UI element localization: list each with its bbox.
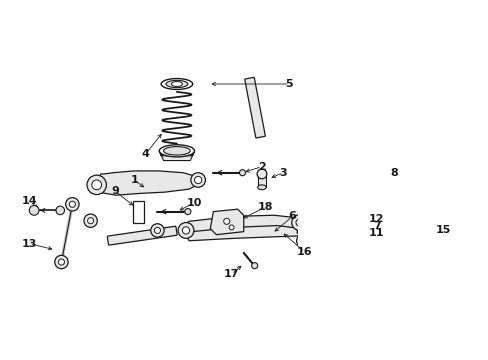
Text: 2: 2 (258, 162, 265, 172)
Circle shape (386, 235, 392, 241)
Circle shape (92, 180, 102, 190)
Circle shape (385, 209, 390, 214)
Circle shape (84, 214, 97, 228)
Ellipse shape (257, 185, 265, 190)
Text: 6: 6 (288, 211, 296, 221)
Circle shape (406, 194, 414, 202)
Ellipse shape (163, 147, 190, 155)
Text: 18: 18 (257, 202, 272, 212)
Circle shape (182, 227, 189, 234)
Circle shape (178, 222, 194, 238)
Circle shape (382, 231, 395, 244)
Text: 14: 14 (22, 196, 38, 206)
Circle shape (29, 206, 39, 215)
Circle shape (87, 175, 106, 195)
Text: 4: 4 (141, 149, 149, 159)
Circle shape (380, 175, 387, 183)
Circle shape (382, 206, 393, 217)
Text: 15: 15 (434, 225, 450, 235)
Circle shape (295, 219, 303, 226)
Circle shape (257, 169, 266, 179)
Circle shape (229, 225, 234, 230)
FancyBboxPatch shape (107, 226, 177, 245)
Circle shape (291, 215, 307, 230)
Text: 8: 8 (390, 168, 398, 178)
Circle shape (239, 170, 245, 176)
Text: 7: 7 (373, 221, 381, 230)
Text: 3: 3 (279, 168, 286, 178)
Circle shape (184, 208, 190, 215)
Polygon shape (390, 207, 401, 220)
FancyBboxPatch shape (297, 226, 384, 237)
Text: 13: 13 (22, 239, 38, 249)
Ellipse shape (161, 78, 192, 90)
FancyBboxPatch shape (244, 77, 265, 138)
Text: 16: 16 (296, 247, 312, 257)
Circle shape (402, 190, 419, 207)
Polygon shape (390, 181, 400, 192)
Bar (133, 201, 144, 222)
Circle shape (296, 234, 309, 247)
Text: 17: 17 (224, 269, 239, 279)
Circle shape (56, 206, 64, 215)
Text: 9: 9 (111, 186, 119, 196)
Circle shape (55, 255, 68, 269)
Circle shape (150, 224, 164, 237)
Circle shape (190, 173, 205, 187)
Polygon shape (183, 215, 301, 234)
Ellipse shape (165, 80, 187, 87)
Text: 10: 10 (186, 198, 201, 208)
Circle shape (426, 210, 433, 217)
Bar (257, 174, 265, 187)
Ellipse shape (159, 145, 194, 157)
Circle shape (300, 238, 305, 244)
Circle shape (363, 225, 369, 231)
Circle shape (154, 228, 160, 234)
Polygon shape (159, 151, 194, 161)
Text: 1: 1 (130, 175, 138, 185)
Polygon shape (95, 171, 201, 195)
Polygon shape (185, 226, 301, 241)
Polygon shape (210, 209, 243, 235)
Bar (419, 207, 440, 233)
Circle shape (58, 259, 64, 265)
Polygon shape (382, 180, 437, 216)
Circle shape (251, 263, 257, 269)
Circle shape (87, 218, 94, 224)
Circle shape (65, 198, 79, 211)
Circle shape (426, 224, 433, 231)
Circle shape (69, 201, 75, 207)
Circle shape (223, 218, 229, 224)
Circle shape (194, 176, 202, 184)
Text: 12: 12 (367, 215, 383, 225)
Text: 5: 5 (285, 79, 292, 89)
Circle shape (397, 185, 423, 212)
Text: 11: 11 (367, 229, 383, 238)
Ellipse shape (171, 82, 182, 86)
